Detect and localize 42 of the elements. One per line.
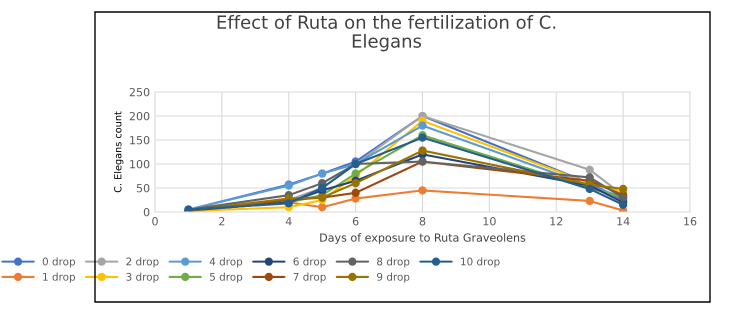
y-tick-label: 200 <box>130 112 150 120</box>
legend-label: 9 drop <box>377 272 410 283</box>
x-tick-label: 14 <box>617 217 630 226</box>
legend-label: 10 drop <box>461 257 500 268</box>
x-axis-title: Days of exposure to Ruta Graveolens <box>320 233 526 244</box>
y-tick-label: 250 <box>130 88 150 96</box>
point <box>586 173 594 182</box>
legend-label: 6 drop <box>294 257 326 268</box>
y-tick-label: 50 <box>136 184 150 192</box>
x-tick-label: 2 <box>219 217 224 226</box>
legend-label: 0 drop <box>42 257 76 268</box>
legend-label: 2 drop <box>126 257 159 268</box>
chart-title: Effect of Ruta on the fertilization of C. Elegans <box>218 15 556 52</box>
point <box>318 203 326 212</box>
legend-label: 5 drop <box>210 272 242 283</box>
point <box>351 188 360 197</box>
legend-label: 8 drop <box>377 257 410 268</box>
x-tick-label: 8 <box>420 217 426 226</box>
legend-label: 3 drop <box>126 272 159 283</box>
point <box>418 133 427 142</box>
point <box>618 200 628 209</box>
x-tick-label: 4 <box>286 217 292 226</box>
x-tick-label: 10 <box>484 217 496 226</box>
point <box>351 169 360 178</box>
legend-label: 7 drop <box>294 272 326 283</box>
point <box>586 196 594 206</box>
legend-label: 1 drop <box>43 272 76 283</box>
legend-label: 4 drop <box>210 257 242 268</box>
y-tick-label: 150 <box>130 136 150 144</box>
y-axis-title: C. Elegans count <box>114 111 124 192</box>
point <box>618 184 628 194</box>
point <box>418 121 427 130</box>
point <box>418 146 427 155</box>
point <box>586 166 594 174</box>
y-tick-label: 0 <box>144 208 150 216</box>
point <box>418 186 427 195</box>
point <box>351 179 360 188</box>
y-tick-label: 100 <box>130 160 150 168</box>
x-tick-label: 12 <box>550 217 562 226</box>
x-tick-label: 0 <box>152 217 158 226</box>
x-tick-label: 6 <box>352 217 358 226</box>
x-tick-label: 16 <box>684 217 696 226</box>
